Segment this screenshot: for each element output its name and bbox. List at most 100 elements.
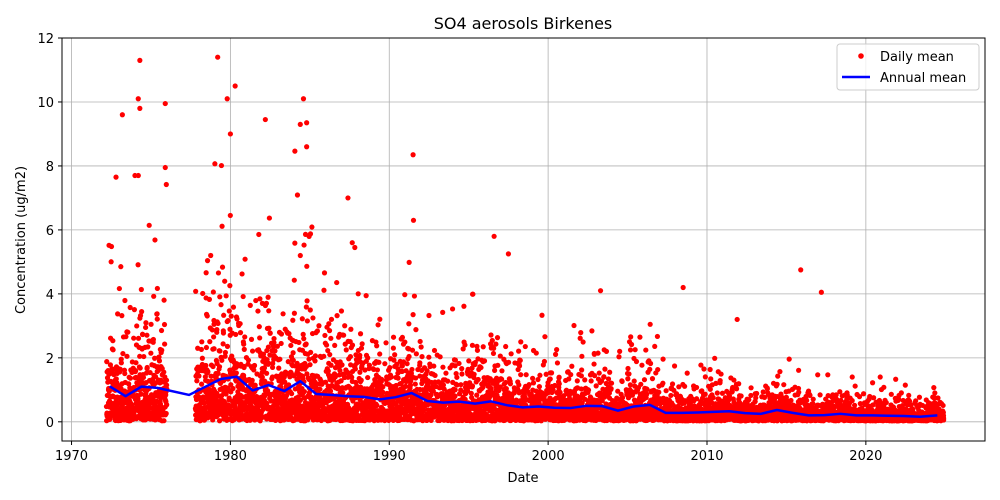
daily-mean-point: [133, 368, 139, 374]
daily-mean-point: [201, 400, 207, 406]
daily-mean-point: [140, 374, 147, 381]
daily-mean-point: [452, 387, 458, 393]
daily-mean-point: [269, 364, 276, 371]
daily-mean-point: [332, 342, 338, 349]
daily-mean-point: [110, 347, 116, 353]
daily-mean-point: [119, 313, 125, 319]
daily-mean-point: [161, 297, 167, 303]
daily-mean-point: [471, 371, 477, 377]
daily-mean-point: [241, 363, 247, 370]
daily-mean-point: [224, 343, 231, 349]
daily-mean-point: [120, 350, 126, 357]
daily-mean-point: [148, 350, 154, 356]
daily-mean-point: [118, 360, 124, 366]
daily-mean-point: [480, 344, 486, 350]
daily-mean-point: [278, 331, 285, 337]
daily-mean-point: [307, 307, 313, 313]
daily-mean-point: [228, 313, 234, 319]
daily-mean-point: [271, 335, 277, 342]
daily-mean-point: [411, 293, 418, 299]
daily-mean-point: [277, 356, 283, 362]
daily-mean-point: [547, 376, 553, 382]
daily-mean-point: [522, 343, 528, 350]
daily-mean-point: [390, 334, 397, 340]
daily-mean-point: [211, 334, 217, 340]
daily-mean-point: [205, 369, 211, 375]
daily-mean-point: [163, 377, 170, 383]
daily-mean-point: [292, 148, 298, 154]
daily-mean-point: [286, 330, 292, 337]
daily-mean-point: [233, 331, 239, 338]
daily-mean-point: [321, 287, 327, 293]
daily-mean-point: [217, 294, 223, 300]
daily-mean-point: [542, 334, 548, 340]
daily-mean-point: [203, 344, 210, 351]
daily-mean-point: [459, 366, 465, 372]
daily-mean-point: [494, 335, 501, 341]
daily-mean-point: [289, 391, 295, 397]
daily-mean-point: [601, 374, 607, 380]
daily-mean-point: [307, 231, 314, 237]
daily-mean-point: [310, 315, 316, 321]
daily-mean-point: [193, 288, 199, 294]
daily-mean-point: [198, 346, 204, 353]
daily-mean-point: [285, 359, 291, 365]
daily-mean-point: [357, 331, 364, 337]
daily-mean-point: [470, 291, 476, 297]
daily-mean-point: [327, 351, 333, 358]
daily-mean-point: [574, 378, 580, 384]
daily-mean-point: [406, 321, 412, 327]
daily-mean-point: [708, 376, 714, 382]
daily-mean-point: [257, 335, 263, 341]
daily-mean-point: [406, 259, 412, 265]
daily-mean-point: [122, 297, 128, 304]
daily-mean-point: [135, 262, 141, 268]
daily-mean-point: [627, 347, 634, 353]
daily-mean-point: [148, 321, 154, 327]
daily-mean-point: [241, 341, 247, 347]
daily-mean-point: [580, 339, 586, 345]
daily-mean-point: [122, 370, 128, 377]
daily-mean-point: [554, 360, 561, 366]
daily-mean-point: [591, 373, 598, 379]
daily-mean-point: [196, 373, 202, 379]
daily-mean-point: [211, 346, 217, 352]
daily-mean-point: [548, 370, 555, 376]
daily-mean-point: [237, 330, 244, 336]
daily-mean-point: [264, 400, 270, 406]
daily-mean-point: [106, 388, 112, 395]
daily-mean-point: [312, 358, 318, 364]
daily-mean-point: [406, 353, 412, 360]
daily-mean-point: [461, 303, 467, 309]
daily-mean-point: [220, 330, 227, 336]
daily-mean-point: [145, 344, 151, 350]
daily-mean-point: [207, 339, 213, 345]
daily-mean-point: [490, 350, 497, 357]
daily-mean-point: [475, 376, 481, 383]
daily-mean-point: [222, 278, 228, 284]
daily-mean-point: [355, 291, 361, 297]
daily-mean-point: [506, 359, 512, 365]
daily-mean-point: [299, 316, 305, 322]
daily-mean-point: [203, 270, 209, 276]
daily-mean-point: [499, 368, 505, 374]
daily-mean-point: [294, 192, 301, 198]
daily-mean-point: [125, 329, 131, 335]
daily-mean-point: [539, 312, 545, 318]
daily-mean-point: [216, 418, 223, 424]
daily-mean-point: [216, 364, 223, 370]
chart-title: SO4 aerosols Birkenes: [434, 14, 613, 33]
daily-mean-point: [150, 336, 156, 343]
daily-mean-point: [449, 306, 456, 312]
daily-mean-point: [660, 356, 666, 362]
daily-mean-point: [378, 376, 385, 382]
daily-mean-point: [348, 326, 354, 332]
daily-mean-point: [363, 293, 369, 299]
daily-mean-point: [349, 342, 356, 348]
daily-mean-point: [571, 322, 577, 329]
daily-mean-point: [308, 349, 314, 356]
daily-mean-point: [215, 320, 221, 327]
daily-mean-point: [617, 348, 623, 354]
daily-mean-point: [154, 311, 160, 317]
daily-mean-point: [582, 377, 588, 383]
